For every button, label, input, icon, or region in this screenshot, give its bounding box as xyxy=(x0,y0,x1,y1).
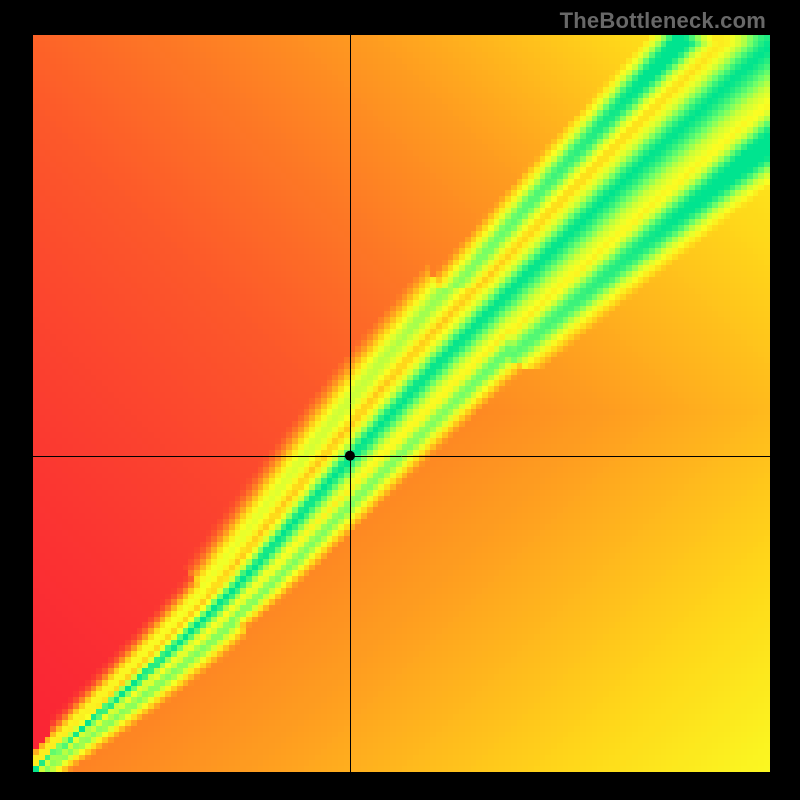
bottleneck-heatmap xyxy=(33,35,770,772)
figure-container: TheBottleneck.com xyxy=(0,0,800,800)
watermark-text: TheBottleneck.com xyxy=(560,8,766,34)
